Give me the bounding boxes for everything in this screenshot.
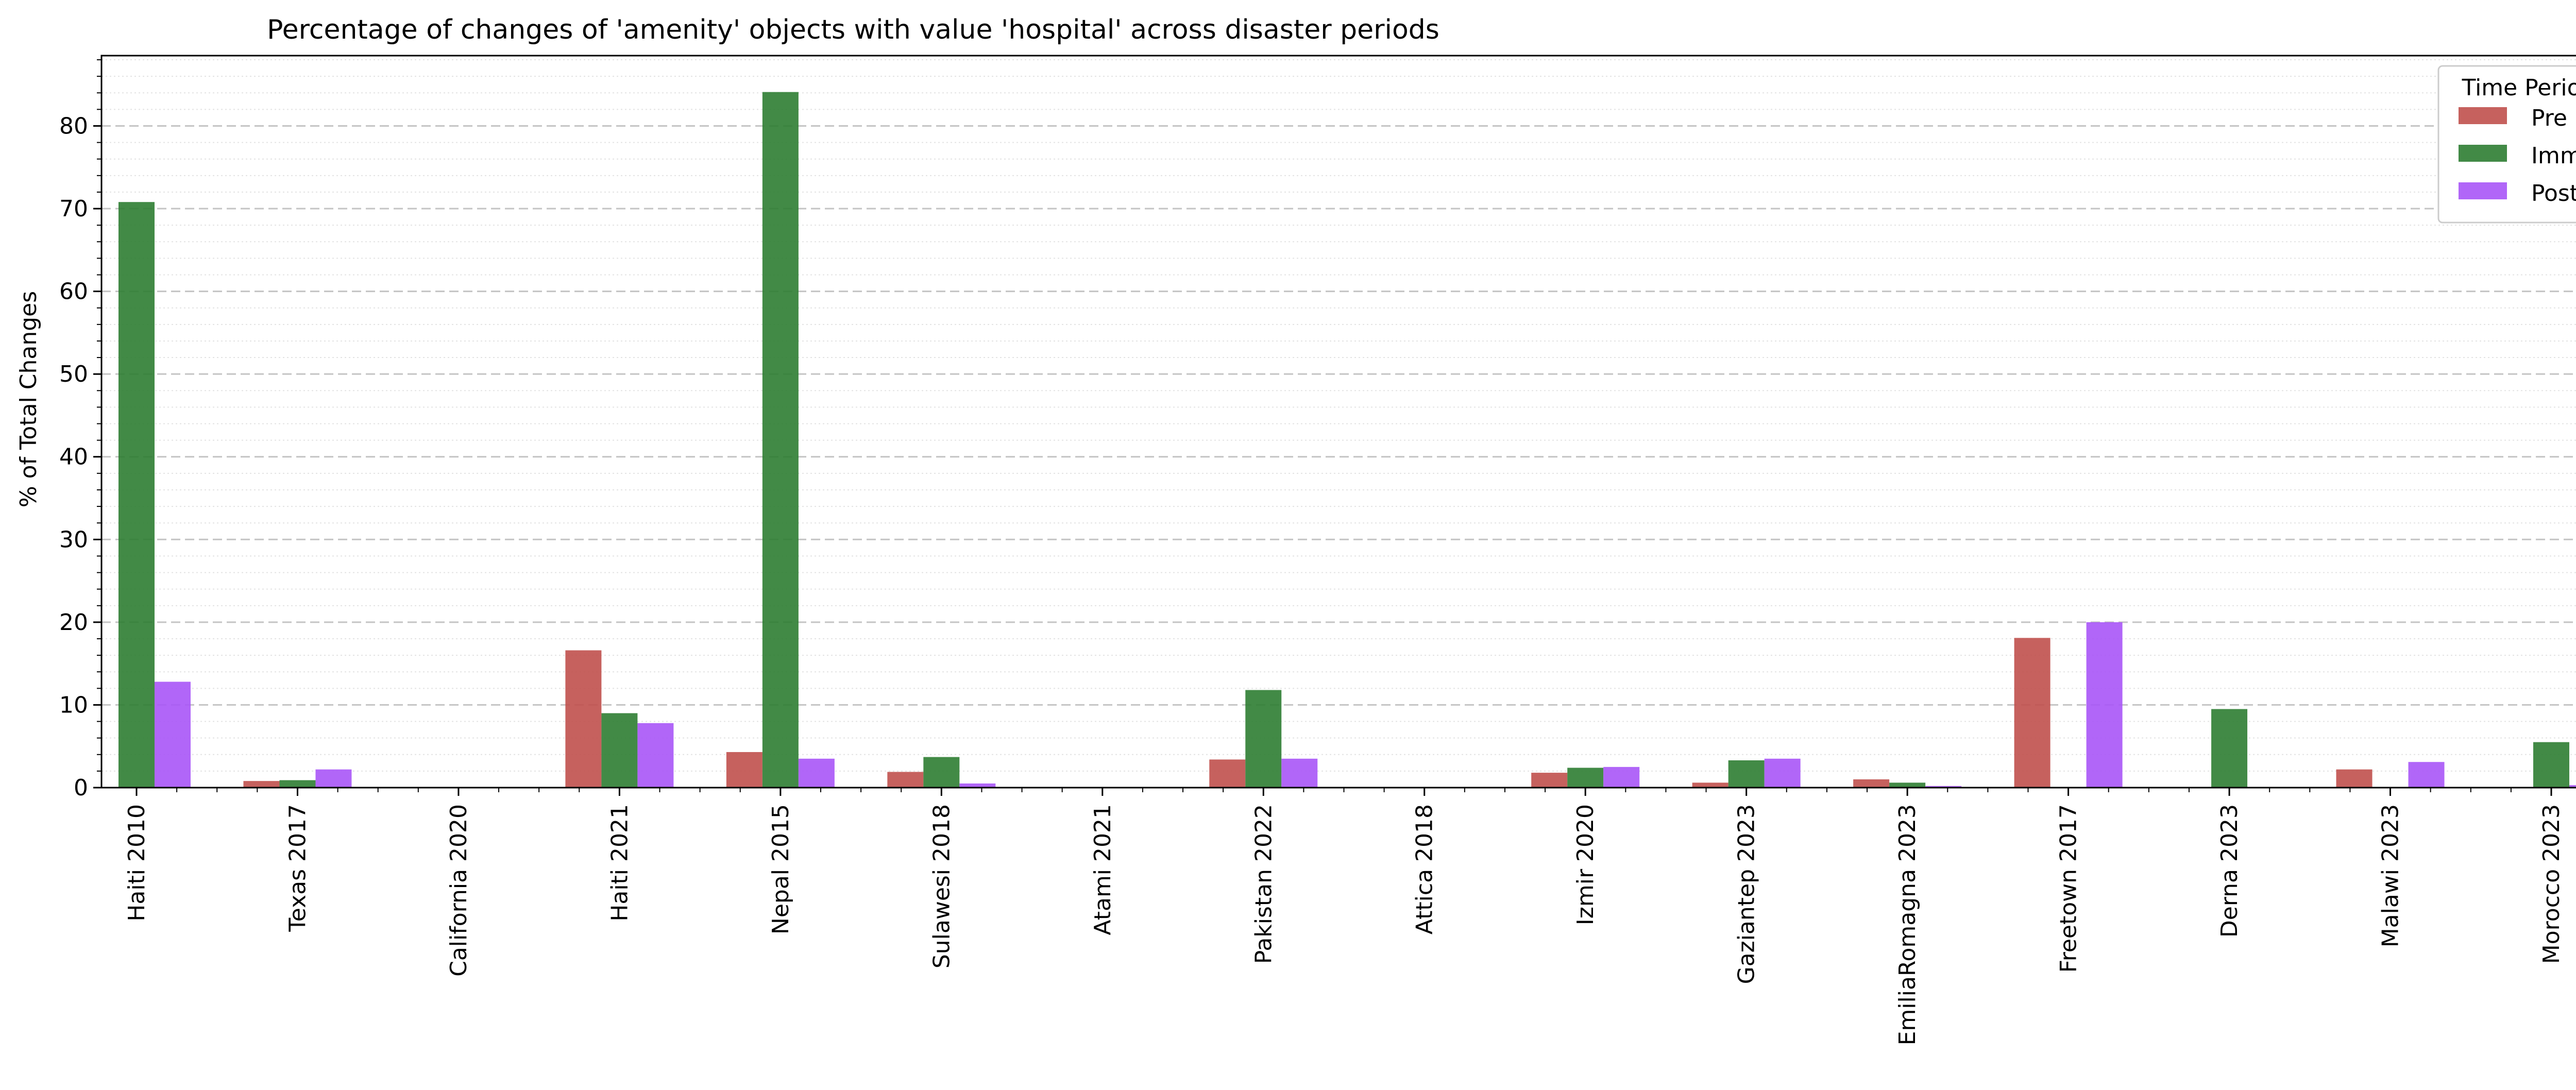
bar-imm (1245, 690, 1282, 788)
bar-pre (1209, 759, 1246, 788)
x-tick-label: Freetown 2017 (2056, 804, 2082, 973)
bar-imm (2211, 709, 2248, 788)
bar-post (637, 723, 674, 788)
bar-pre (243, 781, 280, 788)
x-tick-label: Haiti 2021 (606, 804, 633, 922)
plot-frame (100, 55, 2576, 789)
bar-post (798, 758, 835, 788)
bar-imm (1728, 760, 1765, 788)
y-tick-label: 30 (59, 526, 88, 553)
bar-pre (1692, 782, 1728, 788)
x-tick-label: Morocco 2023 (2538, 804, 2565, 964)
bar-imm (118, 202, 155, 788)
legend-swatch-post (2459, 182, 2507, 199)
bar-pre (2014, 638, 2050, 788)
y-tick-label: 0 (74, 775, 88, 801)
legend: Time Period Pre Imm Post (2437, 65, 2576, 224)
legend-label-imm: Imm (2531, 143, 2576, 169)
bar-post (2086, 622, 2123, 788)
bar-imm (601, 713, 638, 788)
bar-pre (1531, 773, 1568, 788)
chart-title: Percentage of changes of 'amenity' objec… (267, 14, 1439, 45)
bar-imm (762, 92, 799, 788)
bar-imm (2533, 742, 2569, 788)
x-tick-label: Attica 2018 (1412, 804, 1438, 934)
x-tick-label: Atami 2021 (1090, 804, 1116, 935)
x-tick-label: Izmir 2020 (1572, 804, 1599, 925)
legend-swatch-pre (2459, 107, 2507, 124)
bar-imm (279, 780, 316, 788)
x-tick-label: Haiti 2010 (124, 804, 150, 922)
y-tick-label: 20 (59, 609, 88, 636)
x-tick-label: Malawi 2023 (2378, 804, 2404, 947)
bar-pre (2336, 769, 2372, 788)
x-tick-label: Pakistan 2022 (1250, 804, 1277, 964)
x-tick-label: Texas 2017 (284, 804, 311, 932)
x-tick-label: Nepal 2015 (768, 804, 794, 934)
bar-imm (1567, 768, 1604, 788)
legend-swatch-imm (2459, 145, 2507, 162)
bar-post (2408, 762, 2445, 788)
bar-pre (887, 772, 924, 788)
x-tick-label: California 2020 (446, 804, 472, 977)
y-tick-label: 80 (59, 113, 88, 139)
y-tick-label: 70 (59, 196, 88, 222)
legend-label-pre: Pre (2531, 105, 2567, 131)
axes-layer: 0 10 20 30 40 50 60 70 80 Haiti 2010 Texas 2017 Cal… (59, 55, 2576, 1045)
y-tick-label: 10 (59, 692, 88, 718)
legend-label-post: Post (2531, 180, 2576, 207)
bar-post (2569, 785, 2576, 788)
y-tick-label: 60 (59, 279, 88, 305)
bar-post (1925, 786, 1962, 788)
x-tick-label: Gaziantep 2023 (1734, 804, 1760, 984)
x-tick-label: Sulawesi 2018 (928, 804, 955, 968)
y-tick-label: 40 (59, 444, 88, 470)
bar-pre (726, 752, 762, 788)
grid-layer (101, 59, 2576, 772)
y-axis-label: % of Total Changes (15, 291, 42, 507)
bars-layer (118, 92, 2576, 788)
bar-post (1603, 767, 1640, 788)
bar-pre (1853, 779, 1890, 788)
bar-imm (923, 757, 960, 788)
bar-post (1281, 758, 1318, 788)
bar-post (315, 769, 352, 788)
bar-post (1764, 758, 1801, 788)
legend-title: Time Period (2462, 75, 2576, 101)
bar-post (155, 682, 191, 788)
bar-imm (1889, 782, 1926, 788)
x-tick-label: Derna 2023 (2216, 804, 2243, 938)
bar-pre (565, 650, 602, 788)
y-tick-label: 50 (59, 361, 88, 387)
x-tick-label: EmiliaRomagna 2023 (1894, 804, 1921, 1045)
bar-post (959, 783, 996, 788)
